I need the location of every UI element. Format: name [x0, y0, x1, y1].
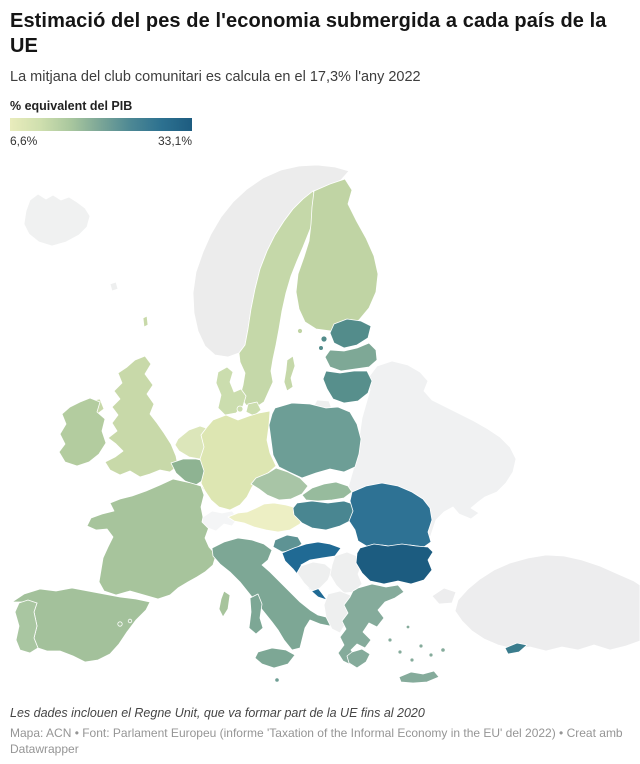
country-faroe-islands[interactable]: [109, 281, 119, 292]
country-switzerland[interactable]: [201, 510, 239, 532]
country-latvia[interactable]: [324, 342, 378, 372]
country-bosnia[interactable]: [296, 561, 333, 592]
country-poland[interactable]: [268, 402, 362, 479]
country-ireland[interactable]: [58, 397, 107, 467]
country-malta[interactable]: [274, 677, 280, 683]
country-bulgaria[interactable]: [355, 543, 434, 585]
europe-choropleth-map: [11, 164, 640, 684]
legend-title: % equivalent del PIB: [10, 99, 133, 113]
credits-line: Mapa: ACN • Font: Parlament Europeu (inf…: [10, 726, 623, 756]
color-legend: % equivalent del PIB 6,6% 33,1%: [10, 99, 628, 148]
country-turkey[interactable]: [431, 554, 640, 652]
footnote: Les dades inclouen el Regne Unit, que va…: [10, 706, 425, 720]
legend-gradient-bar: [10, 118, 192, 131]
country-portugal[interactable]: [14, 599, 39, 654]
country-denmark[interactable]: [215, 366, 262, 417]
country-hungary[interactable]: [292, 500, 360, 531]
country-greece[interactable]: [337, 583, 446, 684]
legend-max-label: 33,1%: [157, 134, 192, 148]
chart-footer: Les dades inclouen el Regne Unit, que va…: [0, 706, 640, 757]
country-germany[interactable]: [199, 410, 277, 511]
page-title: Estimació del pes de l'economia submergi…: [10, 10, 607, 57]
country-france[interactable]: [86, 478, 231, 618]
country-italy[interactable]: [211, 537, 333, 669]
country-slovakia[interactable]: [301, 481, 353, 502]
country-iceland[interactable]: [23, 193, 91, 247]
legend-min-label: 6,6%: [10, 134, 38, 148]
country-czechia[interactable]: [250, 467, 309, 501]
country-austria[interactable]: [227, 502, 305, 533]
chart-container: Estimació del pes de l'economia submergi…: [0, 0, 640, 148]
country-cyprus[interactable]: [504, 642, 528, 655]
country-lithuania[interactable]: [322, 370, 373, 404]
country-estonia[interactable]: [318, 318, 372, 351]
page-subtitle: La mitjana del club comunitari es calcul…: [10, 69, 421, 85]
